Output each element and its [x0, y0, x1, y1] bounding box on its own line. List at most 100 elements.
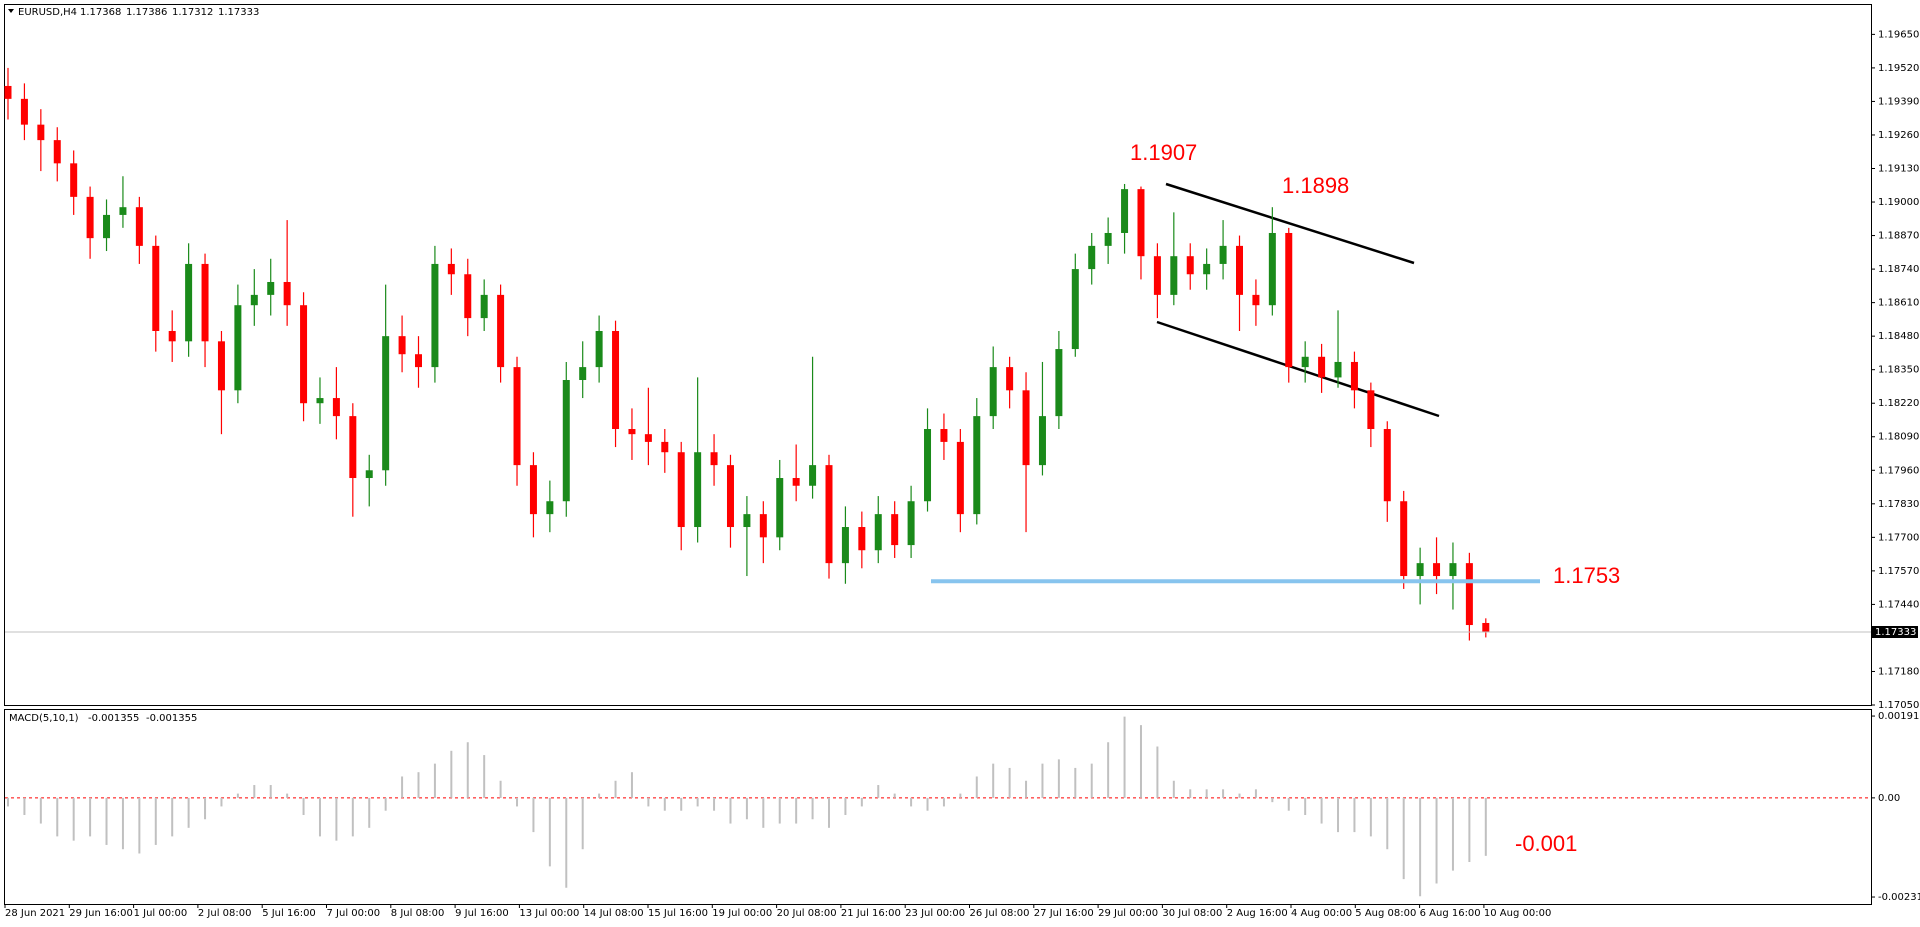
candle-body: [1285, 232, 1293, 368]
x-tick-label: 8 Jul 08:00: [391, 908, 445, 919]
candle-body: [1022, 390, 1030, 466]
y-tick-label: 1.19650: [1878, 29, 1919, 40]
candle-body: [1121, 189, 1129, 233]
candle-body: [858, 527, 866, 551]
candle-body: [973, 416, 981, 515]
price-panel: [4, 4, 1872, 706]
candle-body: [710, 452, 718, 466]
candle-body: [726, 465, 734, 528]
y-tick-label: 1.18350: [1878, 365, 1919, 376]
candle-body: [415, 354, 422, 368]
candle-body: [1088, 245, 1096, 270]
x-tick-label: 30 Jul 08:00: [1162, 908, 1222, 919]
candle-body: [1301, 356, 1309, 368]
candle-body: [37, 124, 45, 141]
candle-body: [1252, 294, 1260, 306]
y-tick-label: 1.17700: [1878, 532, 1919, 543]
candle-body: [513, 367, 521, 466]
x-tick-label: 27 Jul 16:00: [1034, 908, 1094, 919]
candle-body: [168, 330, 176, 342]
candle-body: [1153, 256, 1161, 295]
candle-body: [398, 336, 406, 355]
y-tick-label: 0.001912: [1878, 711, 1920, 722]
x-tick-label: 1 Jul 00:00: [134, 908, 188, 919]
candle-body: [382, 336, 390, 471]
candle-body: [595, 330, 603, 368]
symbol: EURUSD,H4: [18, 7, 77, 18]
candle-body: [447, 263, 455, 275]
candle-body: [989, 367, 997, 417]
candle-body: [809, 465, 817, 486]
menu-arrow[interactable]: [8, 9, 14, 13]
candle-body: [1038, 416, 1046, 466]
candle-body: [956, 441, 964, 515]
candle-body: [907, 501, 915, 546]
candle-body: [431, 263, 439, 368]
y-tick-label: 0.00: [1878, 793, 1900, 804]
macd-panel: [4, 709, 1872, 905]
macd-signal: -0.001355: [146, 713, 197, 724]
candle-body: [70, 163, 78, 197]
x-tick-label: 15 Jul 16:00: [648, 908, 708, 919]
candle-body: [1071, 269, 1079, 350]
macd-annotation: -0.001: [1515, 831, 1577, 856]
candle-body: [250, 294, 258, 306]
channel-upper: [1165, 182, 1415, 265]
candle-body: [283, 281, 291, 306]
x-tick-label: 14 Jul 08:00: [584, 908, 644, 919]
candle-body: [20, 98, 28, 125]
candle-body: [792, 478, 800, 486]
macd-name: MACD(5,10,1): [9, 713, 79, 724]
x-tick-label: 19 Jul 00:00: [712, 908, 772, 919]
candle-body: [464, 274, 472, 319]
x-tick-label: 9 Jul 16:00: [455, 908, 509, 919]
candle-body: [1367, 390, 1375, 430]
x-tick-label: 7 Jul 00:00: [327, 908, 381, 919]
candle-body: [1400, 501, 1408, 577]
candle-body: [300, 305, 308, 404]
x-tick-label: 6 Aug 16:00: [1420, 908, 1481, 919]
x-tick-label: 10 Aug 00:00: [1484, 908, 1551, 919]
current-price-tag: [1872, 626, 1918, 639]
candle-body: [841, 527, 849, 564]
price-annotation: 1.1898: [1282, 173, 1349, 198]
candle-body: [1055, 349, 1063, 417]
candle-body: [874, 514, 882, 551]
candle-body: [776, 478, 784, 538]
candle-body: [1203, 263, 1211, 275]
candle-body: [267, 281, 275, 295]
candle-body: [661, 441, 669, 453]
y-tick-label: 1.17570: [1878, 566, 1919, 577]
x-tick-label: 5 Jul 16:00: [262, 908, 316, 919]
candle-body: [562, 380, 570, 502]
price-annotation: 1.1753: [1553, 563, 1620, 588]
candle-body: [644, 434, 652, 442]
candle-body: [1416, 563, 1424, 577]
candle-body: [759, 514, 767, 538]
candle-body: [152, 245, 160, 331]
y-tick-label: 1.19260: [1878, 130, 1919, 141]
candle-body: [316, 398, 324, 404]
y-tick-label: 1.19390: [1878, 96, 1919, 107]
candle-body: [497, 294, 505, 368]
candle-body: [1334, 361, 1342, 378]
x-tick-label: 2 Jul 08:00: [198, 908, 252, 919]
candle-body: [628, 429, 636, 435]
header-close: 1.17333: [218, 7, 259, 18]
candle-body: [924, 429, 932, 502]
candle-body: [694, 452, 702, 528]
candle-body: [234, 305, 242, 391]
candle-body: [1482, 622, 1490, 633]
candle-body: [135, 207, 143, 246]
candle-body: [612, 330, 620, 430]
candle-body: [1350, 361, 1358, 391]
candle-body: [349, 416, 357, 479]
candle-body: [103, 214, 111, 239]
x-tick-label: 2 Aug 16:00: [1227, 908, 1288, 919]
candle-body: [1170, 256, 1178, 295]
candle-body: [1433, 563, 1441, 577]
x-tick-label: 28 Jun 2021: [5, 908, 65, 919]
header-high: 1.17386: [126, 7, 167, 18]
candle-body: [119, 207, 127, 215]
